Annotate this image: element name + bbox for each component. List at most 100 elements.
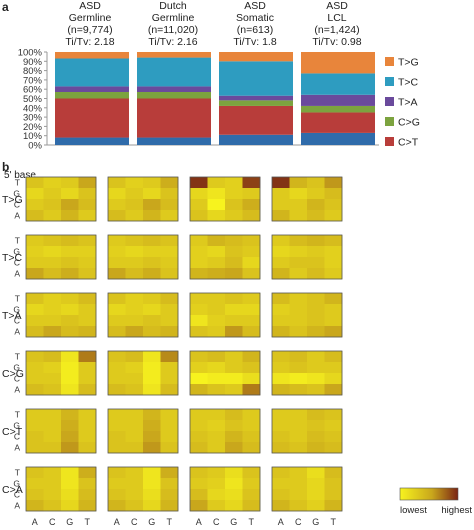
legend-label-c-to-g: C>G (398, 117, 420, 129)
heatmap-cell (289, 420, 308, 432)
five-prime-base-label: G (13, 189, 20, 199)
heatmap-cell (289, 315, 308, 327)
heatmap-cell (160, 431, 179, 443)
heatmap-cell (108, 188, 126, 200)
three-prime-base-label: T (167, 517, 173, 527)
heatmap-cell (78, 478, 97, 490)
heatmap-cell (207, 246, 226, 258)
heatmap-cell (272, 199, 290, 211)
five-prime-base-label: A (14, 269, 20, 279)
bar-segment-c-to-g (301, 105, 375, 113)
heatmap-cell (190, 409, 208, 421)
heatmap-frame (25, 234, 97, 280)
heatmap-cell (108, 326, 126, 338)
heatmap-cell (125, 442, 144, 454)
heatmap-cell (108, 246, 126, 258)
heatmap-cell (207, 315, 226, 327)
heatmap-cell (207, 199, 226, 211)
five-prime-base-label: T (15, 294, 20, 304)
heatmap-cell (160, 235, 179, 247)
heatmap-cell (207, 210, 226, 222)
heatmap-cell (190, 420, 208, 432)
heatmap-cell (190, 268, 208, 280)
heatmap-cell (190, 351, 208, 363)
heatmap-cell (289, 500, 308, 512)
five-prime-base-label: C (14, 200, 20, 210)
five-prime-base-label: A (14, 385, 20, 395)
bar-segment-t-to-a (301, 94, 375, 106)
heatmap-cell (324, 246, 343, 258)
heatmap-cell (78, 442, 97, 454)
heatmap-cell (78, 235, 97, 247)
three-prime-base-label: T (331, 517, 337, 527)
heatmap-cell (26, 467, 44, 479)
heatmap-frame (271, 292, 343, 338)
bar-segment-c-to-g (55, 91, 129, 99)
group-sub: Germline (68, 12, 112, 24)
five-prime-base-label: C (14, 258, 20, 268)
heatmap-cell (272, 257, 290, 269)
heatmap-cell (43, 384, 62, 396)
heatmap-cell (207, 409, 226, 421)
bar-segment-t-to-g (55, 52, 129, 59)
heatmap-cell (43, 420, 62, 432)
heatmap-cell (61, 315, 79, 327)
heatmap-cell (289, 304, 308, 316)
heatmap-cell (61, 500, 79, 512)
heatmap-frame (189, 466, 261, 512)
heatmap-cell (242, 268, 261, 280)
bar-segment-c-to-g (137, 91, 211, 99)
heatmap-cell (43, 500, 62, 512)
heatmap-cell (26, 188, 44, 200)
heatmap-cell (289, 431, 308, 443)
heatmap-cell (207, 431, 226, 443)
three-prime-base-label: C (49, 517, 56, 527)
bar-segment-t-to-g (137, 52, 211, 58)
legend-label-t-to-g: T>G (398, 57, 419, 69)
heatmap-cell (125, 409, 144, 421)
column-header-asd-lcl: ASD LCL (n=1,424) Ti/Tv: 0.98 (294, 0, 380, 48)
bar-segment-t-to-c (55, 58, 129, 87)
five-prime-base-label: G (13, 305, 20, 315)
heatmap-cell (225, 293, 243, 305)
heatmap-cell (61, 467, 79, 479)
heatmap-cell (26, 268, 44, 280)
heatmap-cell (324, 420, 343, 432)
heatmap-cell (242, 199, 261, 211)
heatmap-cell (125, 500, 144, 512)
five-prime-base-label: T (15, 410, 20, 420)
heatmap-cell (190, 489, 208, 501)
heatmap-cell (26, 351, 44, 363)
bar-segment-c-to-t (137, 98, 211, 138)
heatmap-cell (324, 315, 343, 327)
heatmap-cell (190, 257, 208, 269)
heatmap-cell (160, 188, 179, 200)
heatmap-cell (125, 246, 144, 258)
heatmap-cell (324, 326, 343, 338)
heatmap-cell (190, 177, 208, 189)
heatmap-cell (26, 177, 44, 189)
five-prime-base-label: T (15, 352, 20, 362)
heatmap-cell (61, 199, 79, 211)
row-group-label-t-to-a: T>A (2, 310, 22, 322)
heatmap-cell (78, 373, 97, 385)
heatmap-cell (143, 293, 161, 305)
group-sub: Somatic (236, 12, 274, 24)
bar-segment-t-to-g (219, 52, 293, 62)
y-tick-label: 70% (23, 75, 43, 86)
heatmap-cell (26, 304, 44, 316)
legend-swatch-t-to-c (385, 77, 394, 86)
heatmap-cell (225, 362, 243, 374)
heatmap-cell (207, 177, 226, 189)
heatmap-cell (242, 351, 261, 363)
heatmap-frame (107, 176, 179, 222)
heatmap-cell (143, 409, 161, 421)
heatmap-cell (190, 431, 208, 443)
heatmap-cell (78, 199, 97, 211)
heatmap-cell (143, 304, 161, 316)
heatmap-cell (43, 315, 62, 327)
heatmap-cell (78, 489, 97, 501)
heatmap-cell (324, 351, 343, 363)
heatmap-cell (43, 409, 62, 421)
heatmap-cell (108, 384, 126, 396)
